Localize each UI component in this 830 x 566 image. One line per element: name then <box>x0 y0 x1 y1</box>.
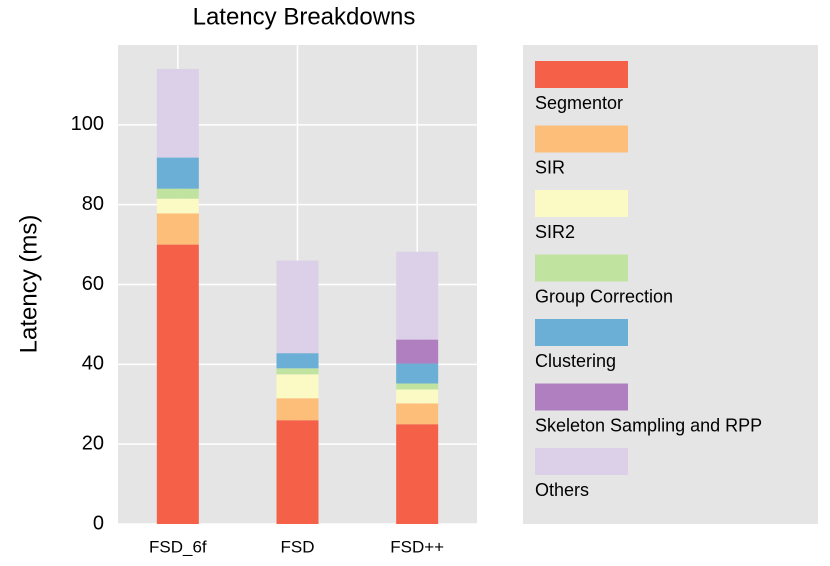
bar-segment <box>396 251 439 340</box>
x-tick-label: FSD <box>281 537 315 556</box>
x-tick-label: FSD++ <box>390 537 444 556</box>
bar-segment <box>396 403 439 425</box>
legend-label: Others <box>535 480 589 500</box>
bar-segment <box>156 198 199 214</box>
y-tick-label: 0 <box>93 512 104 534</box>
bar-segment <box>396 383 439 390</box>
x-tick-label: FSD_6f <box>149 537 207 556</box>
y-tick-label: 80 <box>82 193 104 215</box>
bar-segment <box>156 213 199 245</box>
legend-label: SIR2 <box>535 222 575 242</box>
legend-swatch <box>535 319 628 346</box>
legend-background <box>523 45 818 524</box>
bar-segment <box>156 244 199 525</box>
legend-swatch <box>535 254 628 282</box>
bar-segment <box>276 368 319 375</box>
legend-swatch <box>535 383 628 411</box>
chart-title: Latency Breakdowns <box>193 3 416 30</box>
bar-segment <box>396 389 439 404</box>
bar-segment <box>276 420 319 524</box>
bar-segment <box>396 424 439 524</box>
y-tick-label: 100 <box>71 113 104 135</box>
legend-swatch <box>535 61 628 88</box>
y-tick-label: 60 <box>82 273 104 295</box>
legend-label: Group Correction <box>535 286 673 306</box>
legend-swatch <box>535 125 628 153</box>
legend-swatch <box>535 190 628 217</box>
bar-segment <box>276 353 319 369</box>
legend-label: Skeleton Sampling and RPP <box>535 415 762 435</box>
y-tick-label: 20 <box>82 432 104 454</box>
bar-segment <box>156 188 199 199</box>
bar-segment <box>276 398 319 421</box>
bar-segment <box>156 68 199 158</box>
bar-segment <box>276 260 319 354</box>
bar-segment <box>396 363 439 384</box>
bar-segment <box>276 374 319 399</box>
bar-segment <box>396 339 439 364</box>
legend-label: Clustering <box>535 351 616 371</box>
legend-label: Segmentor <box>535 93 623 113</box>
legend-swatch <box>535 448 628 475</box>
y-axis-label: Latency (ms) <box>15 215 42 354</box>
bar-segment <box>156 157 199 189</box>
y-tick-label: 40 <box>82 353 104 375</box>
legend-label: SIR <box>535 157 565 177</box>
